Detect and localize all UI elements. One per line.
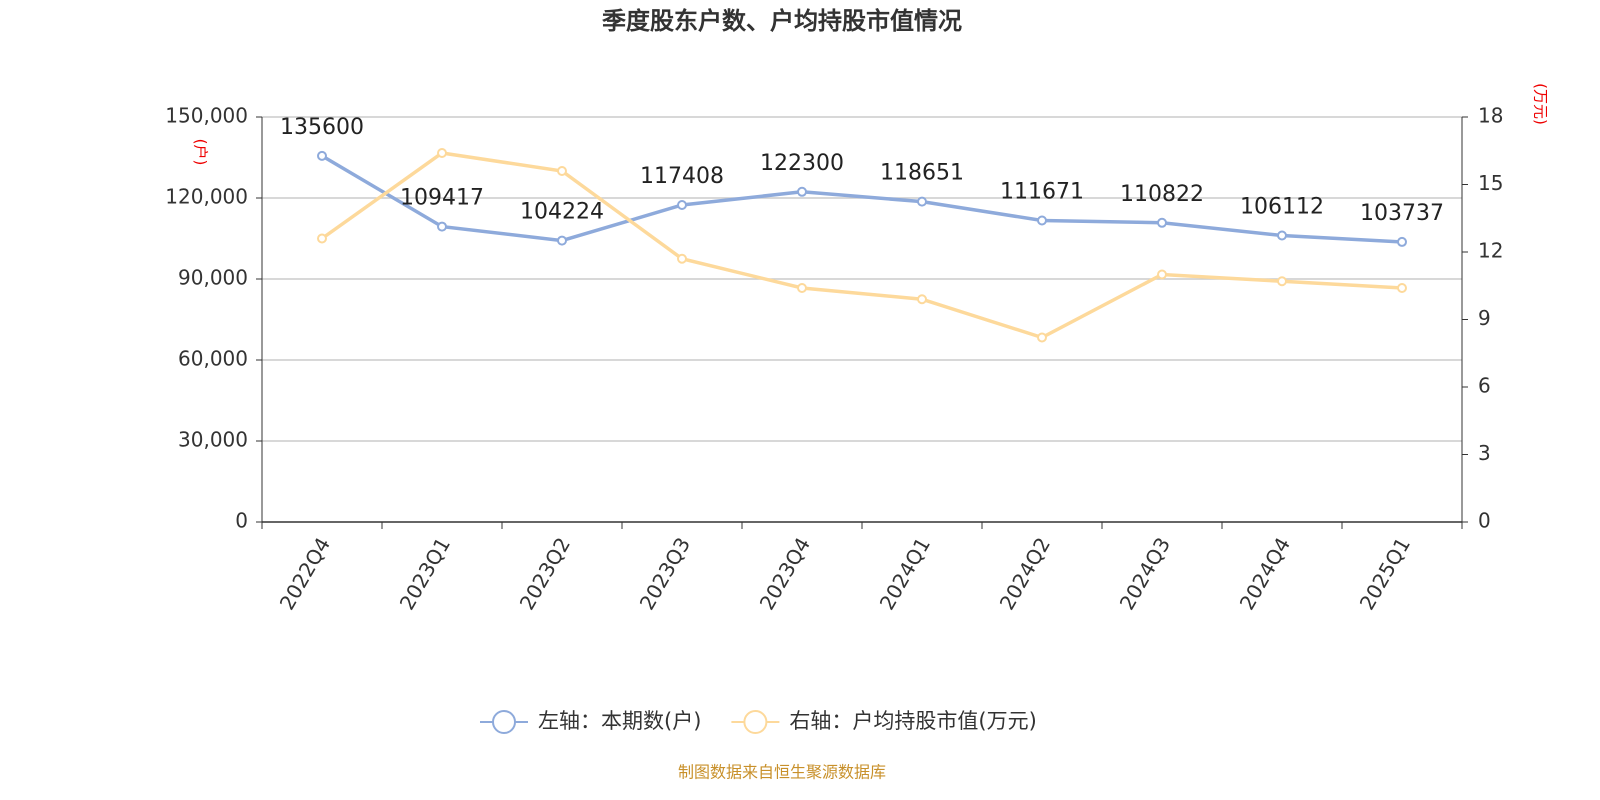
chart-title: 季度股东户数、户均持股市值情况 [602, 7, 962, 35]
y-tick-label: 120,000 [165, 185, 248, 209]
y-axis-unit: (户) [192, 139, 210, 166]
x-tick-label: 2024Q3 [1115, 533, 1175, 614]
y2-tick-label: 15 [1478, 171, 1503, 195]
data-label: 103737 [1360, 201, 1444, 226]
y2-tick-label: 6 [1478, 374, 1491, 398]
data-point [917, 294, 927, 305]
data-label: 122300 [760, 151, 844, 176]
data-point [1157, 269, 1167, 280]
data-point [797, 283, 807, 293]
y2-axis-unit: (万元) [1532, 83, 1550, 125]
data-label: 118651 [880, 161, 964, 186]
y2-tick-label: 3 [1478, 441, 1491, 465]
data-label: 109417 [400, 186, 484, 211]
data-label: 111671 [1000, 179, 1084, 204]
data-point [437, 148, 447, 158]
source-note: 制图数据来自恒生聚源数据库 [678, 763, 886, 782]
legend-marker [492, 710, 516, 734]
legend-label: 右轴：户均持股市值(万元) [789, 709, 1036, 733]
data-label: 117408 [640, 164, 724, 189]
series-line [320, 151, 1403, 340]
data-point [1397, 283, 1407, 293]
x-tick-label: 2024Q1 [875, 533, 935, 614]
y-tick-label: 90,000 [178, 266, 248, 290]
data-point [317, 233, 327, 244]
data-point [677, 253, 687, 264]
data-point [797, 186, 807, 197]
data-label: 106112 [1240, 194, 1324, 219]
data-label: 135600 [280, 115, 364, 140]
data-point [437, 221, 447, 232]
data-label: 104224 [520, 200, 604, 225]
legend-label: 左轴：本期数(户) [538, 709, 701, 733]
data-point [317, 150, 327, 161]
series-line [321, 154, 1403, 244]
x-tick-label: 2024Q4 [1235, 533, 1295, 614]
legend-marker [743, 710, 768, 734]
y-tick-label: 150,000 [165, 104, 248, 128]
x-tick-label: 2023Q4 [755, 533, 815, 614]
y-tick-label: 60,000 [178, 347, 248, 371]
data-point [557, 235, 567, 246]
data-point [917, 196, 927, 207]
y-tick-label: 0 [235, 509, 248, 533]
data-point [1277, 276, 1287, 287]
data-point [1037, 215, 1047, 226]
y2-tick-label: 12 [1478, 239, 1503, 263]
x-tick-label: 2023Q3 [635, 533, 695, 614]
y2-tick-label: 18 [1478, 104, 1503, 128]
x-tick-label: 2023Q2 [515, 533, 575, 614]
data-label: 110822 [1120, 182, 1204, 207]
y-tick-label: 30,000 [178, 428, 248, 452]
x-tick-label: 2022Q4 [275, 533, 335, 614]
data-point [1037, 332, 1047, 343]
data-point [677, 199, 687, 210]
y2-tick-label: 9 [1478, 306, 1491, 330]
x-tick-label: 2023Q1 [395, 533, 455, 614]
x-tick-label: 2025Q1 [1355, 533, 1415, 614]
data-point [1277, 230, 1287, 241]
data-point [1397, 236, 1407, 247]
data-point [1157, 217, 1167, 228]
y2-tick-label: 0 [1478, 509, 1491, 533]
x-tick-label: 2024Q2 [995, 533, 1055, 614]
data-point [557, 166, 567, 176]
